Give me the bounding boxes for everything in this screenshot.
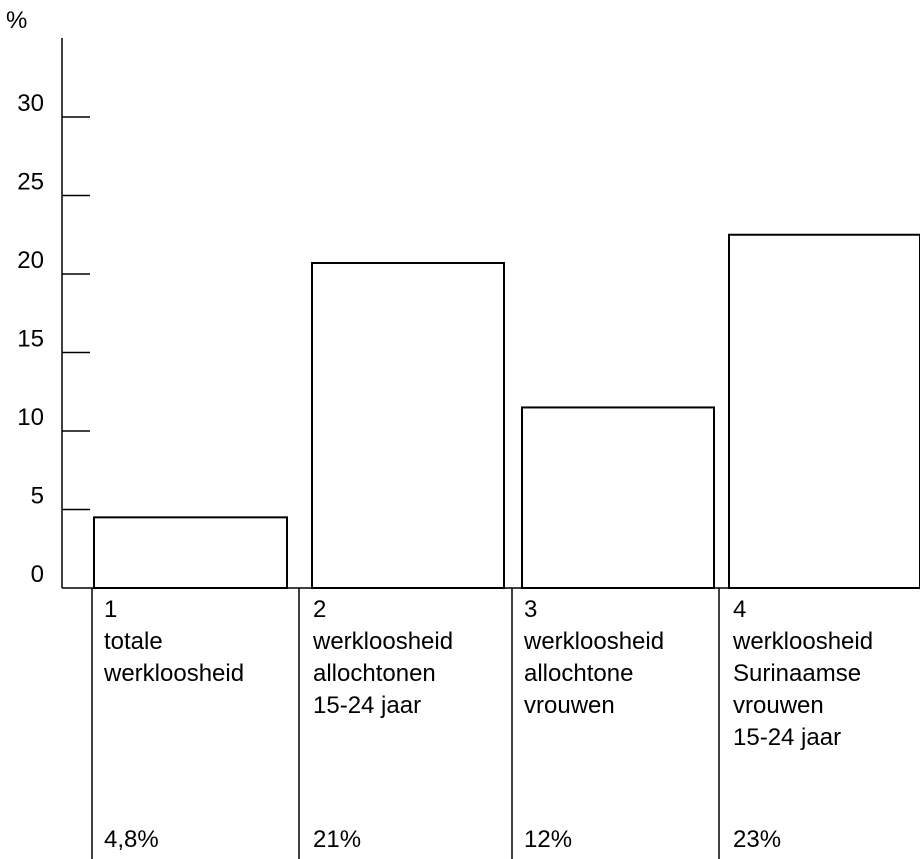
category-number: 1 xyxy=(104,596,118,623)
category-text-line: Surinaamse xyxy=(733,660,862,687)
y-tick-label: 30 xyxy=(17,90,44,117)
y-axis-unit-label: % xyxy=(6,7,27,34)
category-text-line: allochtonen xyxy=(313,660,436,687)
category-value-label-3: 12% xyxy=(524,826,573,853)
category-text-line: werkloosheid xyxy=(733,628,874,655)
category-text-line: totale xyxy=(104,628,163,655)
bars-group xyxy=(93,233,920,590)
category-number: 2 xyxy=(313,596,327,623)
category-value-label-4: 23% xyxy=(733,826,782,853)
category-separators xyxy=(91,588,720,859)
bar-2 xyxy=(311,262,505,589)
bar-1 xyxy=(93,516,288,589)
category-text-line: vrouwen xyxy=(733,692,824,719)
category-text-line: 15-24 jaar xyxy=(313,692,422,719)
category-text-line: werkloosheid xyxy=(524,628,665,655)
y-tick-label: 0 xyxy=(31,561,44,588)
bar-4 xyxy=(728,233,920,589)
y-tick-label: 25 xyxy=(17,169,44,196)
category-value-label-1: 4,8% xyxy=(104,826,159,853)
category-number: 4 xyxy=(733,596,747,623)
y-tick-label: 20 xyxy=(17,247,44,274)
category-text-line: werkloosheid xyxy=(313,628,454,655)
category-value-label-2: 21% xyxy=(313,826,362,853)
y-tick-label: 10 xyxy=(17,404,44,431)
category-text-line: werkloosheid xyxy=(104,660,245,687)
y-tick-label: 5 xyxy=(31,483,44,510)
category-text-line: allochtone xyxy=(524,660,634,687)
y-axis-ticks: 0 5 10 15 20 25 30 xyxy=(17,90,90,588)
y-tick-label: 15 xyxy=(17,326,44,353)
category-number: 3 xyxy=(524,596,538,623)
bar-3 xyxy=(521,406,715,590)
category-text-line: 15-24 jaar xyxy=(733,724,842,751)
category-label-3: 3 werkloosheid allochtone vrouwen xyxy=(524,594,664,722)
category-text-line: vrouwen xyxy=(524,692,615,719)
category-label-2: 2 werkloosheid allochtonen 15-24 jaar xyxy=(313,594,453,722)
category-label-1: 1 totale werkloosheid xyxy=(104,594,244,690)
category-label-4: 4 werkloosheid Surinaamse vrouwen 15-24 jaar xyxy=(733,594,873,754)
